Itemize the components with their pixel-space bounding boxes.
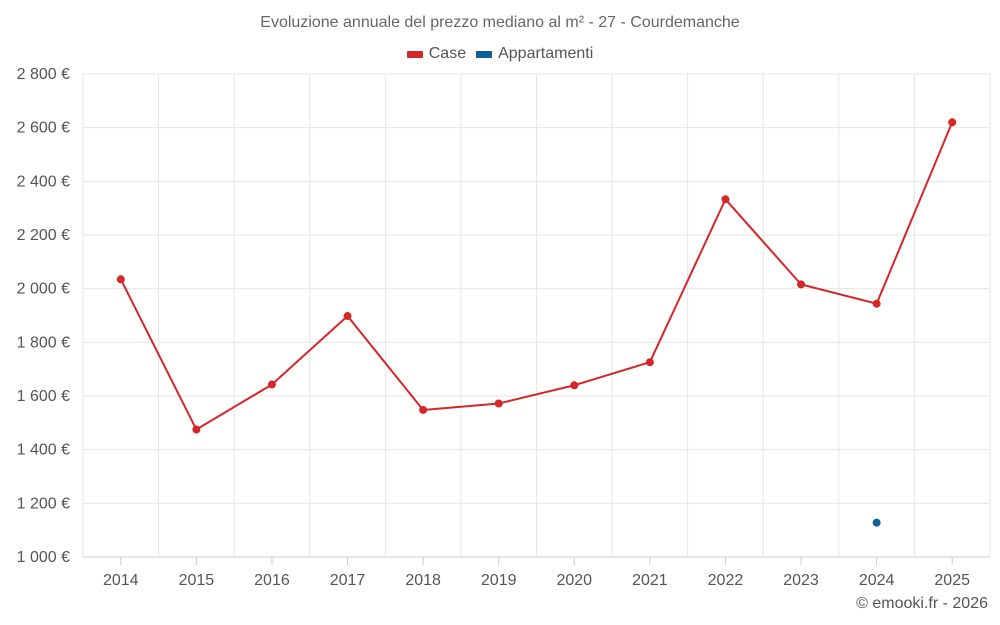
legend: Case Appartamenti (0, 45, 1000, 63)
data-point-case-2021 (645, 358, 654, 367)
x-tick-label: 2020 (556, 572, 592, 589)
legend-label-case: Case (428, 45, 467, 62)
x-tick-label: 2014 (103, 572, 139, 589)
legend-label-appartamenti: Appartamenti (498, 45, 594, 62)
y-tick-label: 2 600 € (17, 120, 70, 137)
series-line-case (119, 121, 954, 431)
data-point-case-2017 (343, 312, 352, 321)
data-point-case-2023 (797, 280, 806, 289)
y-tick-label: 1 800 € (17, 334, 70, 351)
x-tick-label: 2024 (859, 572, 895, 589)
y-tick-label: 1 200 € (17, 495, 70, 512)
y-tick-label: 1 000 € (17, 549, 70, 566)
x-tick-label: 2023 (783, 572, 819, 589)
x-tick-label: 2018 (405, 572, 441, 589)
y-tick-label: 2 000 € (17, 281, 70, 298)
data-point-appartamenti-2024 (872, 518, 881, 527)
x-tick-label: 2025 (934, 572, 970, 589)
data-point-case-2024 (872, 299, 881, 308)
legend-swatch-appartamenti (476, 50, 493, 58)
legend-item-appartamenti[interactable]: Appartamenti (476, 45, 593, 63)
x-tick-label: 2021 (632, 572, 668, 589)
y-tick-label: 1 600 € (17, 388, 70, 405)
y-tick-label: 2 400 € (17, 173, 70, 190)
y-tick-label: 2 800 € (17, 66, 70, 83)
x-tick-label: 2022 (708, 572, 744, 589)
data-point-case-2022 (721, 195, 730, 204)
x-tick-label: 2019 (481, 572, 517, 589)
data-point-case-2016 (267, 380, 276, 389)
x-tick-label: 2017 (330, 572, 366, 589)
legend-swatch-case (406, 50, 423, 58)
data-point-case-2014 (116, 275, 125, 284)
credit: © emooki.fr - 2026 (856, 595, 988, 612)
x-tick-label: 2016 (254, 572, 290, 589)
y-tick-label: 2 200 € (17, 227, 70, 244)
data-point-case-2018 (419, 405, 428, 414)
data-point-case-2020 (570, 381, 579, 390)
data-point-case-2019 (494, 399, 503, 408)
data-point-case-2025 (948, 118, 957, 127)
data-point-case-2015 (192, 425, 201, 434)
chart-title: Evoluzione annuale del prezzo mediano al… (260, 14, 740, 31)
x-tick-label: 2015 (179, 572, 215, 589)
legend-item-case[interactable]: Case (406, 45, 467, 63)
y-tick-label: 1 400 € (17, 442, 70, 459)
